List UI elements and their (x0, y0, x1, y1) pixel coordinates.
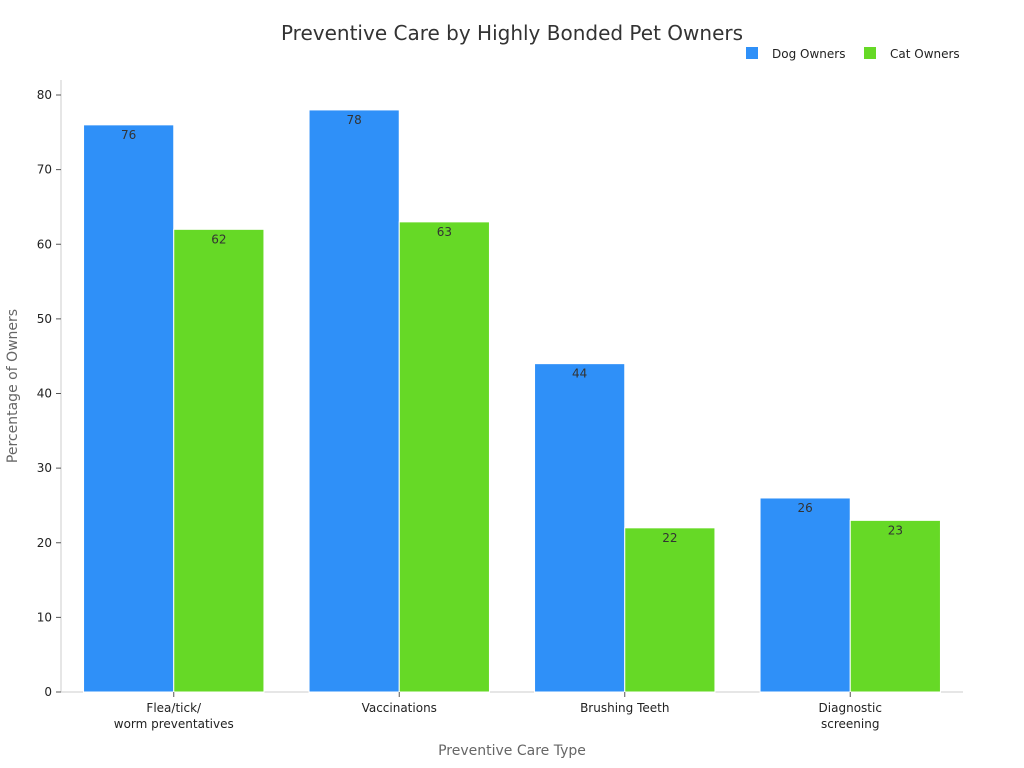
y-tick-label: 10 (37, 610, 52, 624)
y-tick-label: 60 (37, 237, 52, 251)
bars: 76 62 78 63 44 22 26 23 (83, 109, 941, 693)
x-tick-label: Diagnostic (819, 701, 882, 715)
bar-value-label: 63 (437, 225, 452, 239)
bar-value-label: 44 (572, 367, 587, 381)
x-tick-label: Brushing Teeth (580, 701, 669, 715)
legend-label-cat-owners: Cat Owners (890, 47, 960, 61)
x-tick-label: screening (821, 717, 879, 731)
x-axis-labels: Flea/tick/worm preventatives Vaccinations… (114, 692, 882, 731)
bar-dog-owners (759, 497, 851, 693)
bar-dog-owners (308, 109, 400, 693)
bar-cat-owners (173, 228, 265, 693)
y-tick-label: 50 (37, 312, 52, 326)
bar-value-label: 23 (888, 523, 903, 537)
y-tick-label: 80 (37, 88, 52, 102)
chart-title: Preventive Care by Highly Bonded Pet Own… (281, 21, 743, 45)
bar-dog-owners (534, 363, 626, 693)
bar-dog-owners (83, 124, 175, 693)
legend-label-dog-owners: Dog Owners (772, 47, 845, 61)
bar-cat-owners (624, 527, 716, 693)
legend-swatch-cat-owners (864, 47, 876, 59)
x-tick-label: Flea/tick/ (146, 701, 202, 715)
bar-value-label: 76 (121, 128, 136, 142)
y-tick-label: 40 (37, 387, 52, 401)
x-tick-label: Vaccinations (362, 701, 437, 715)
y-tick-label: 30 (37, 461, 52, 475)
bar-value-label: 62 (211, 232, 226, 246)
y-axis-ticks: 0 10 20 30 40 50 60 70 80 (37, 88, 61, 699)
bar-value-label: 22 (662, 531, 677, 545)
y-tick-label: 20 (37, 536, 52, 550)
y-tick-label: 70 (37, 163, 52, 177)
legend-swatch-dog-owners (746, 47, 758, 59)
bar-value-label: 78 (347, 113, 362, 127)
x-tick-label: worm preventatives (114, 717, 234, 731)
bar-cat-owners (849, 519, 941, 693)
bar-cat-owners (398, 221, 490, 693)
legend: Dog Owners Cat Owners (746, 47, 960, 61)
y-axis-title: Percentage of Owners (5, 309, 21, 463)
x-axis-title: Preventive Care Type (438, 743, 586, 759)
bar-value-label: 26 (798, 501, 813, 515)
y-tick-label: 0 (44, 685, 52, 699)
